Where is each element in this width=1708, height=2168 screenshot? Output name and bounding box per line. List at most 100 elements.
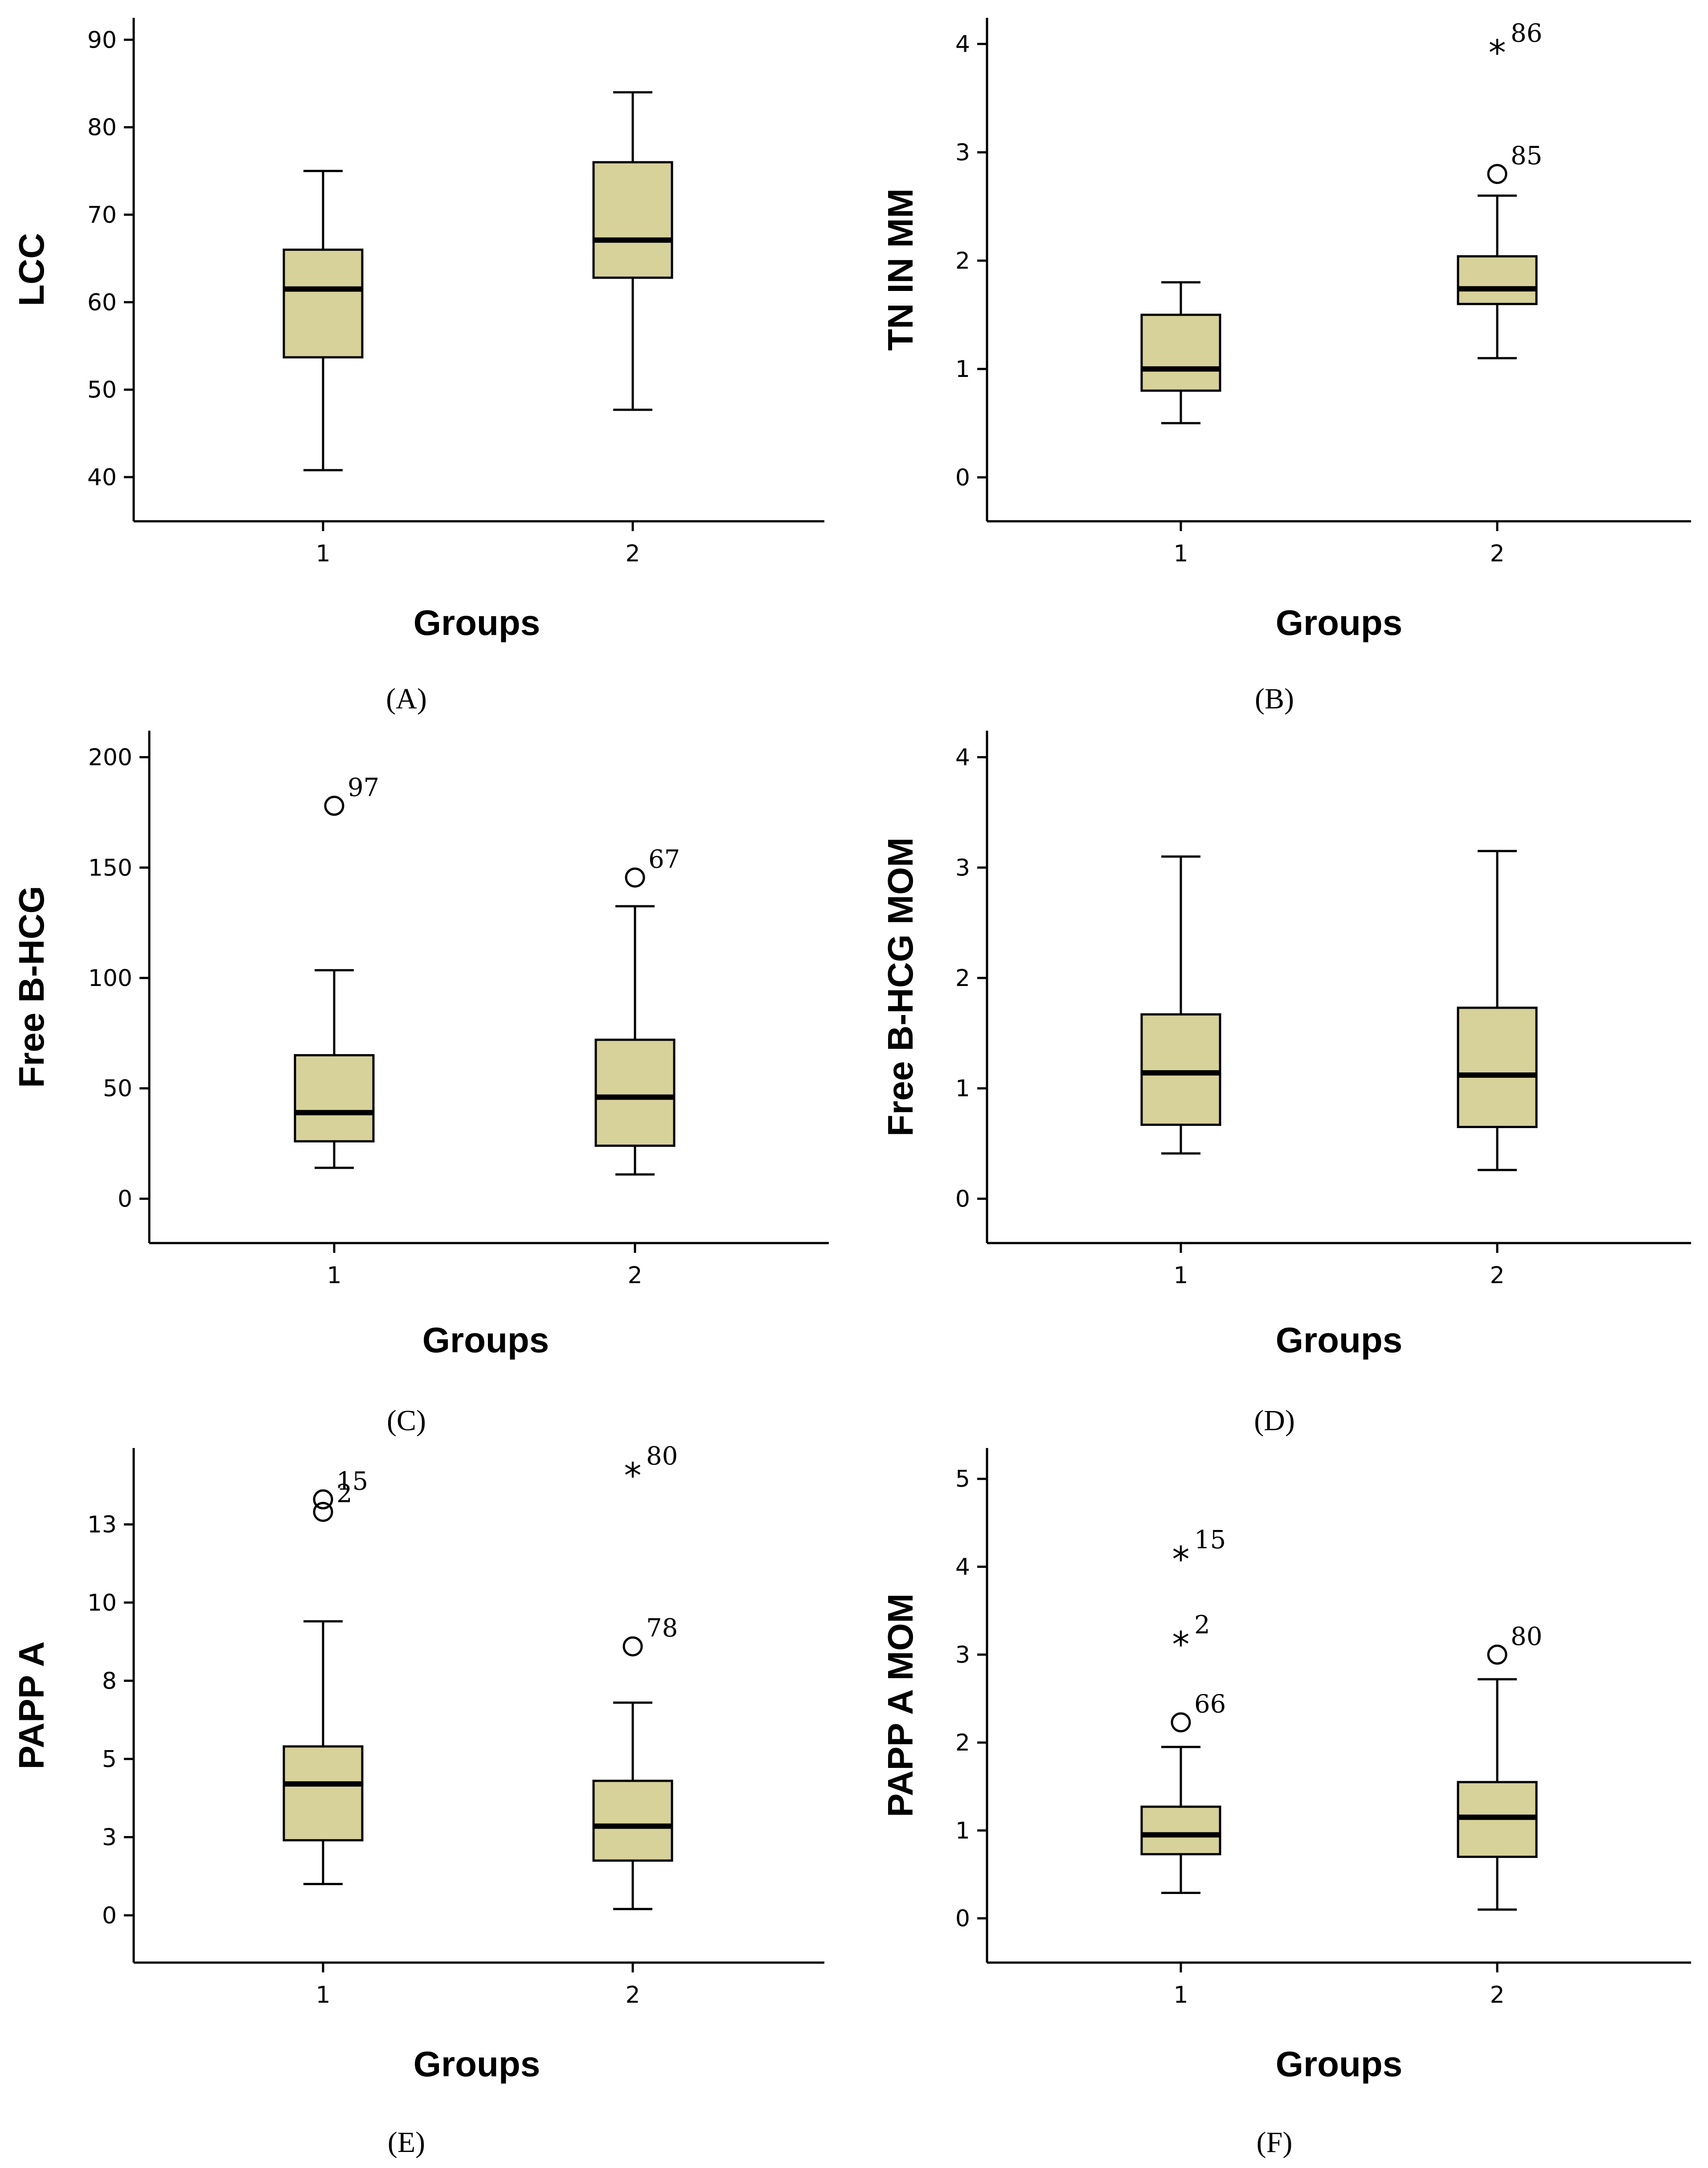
outlier-circle xyxy=(1171,1712,1191,1733)
box-group-2 xyxy=(1457,850,1538,1171)
y-tick-label: 1 xyxy=(955,356,970,383)
y-axis-label: LCC xyxy=(12,233,51,306)
panel-caption: (A) xyxy=(386,683,427,715)
y-tick-label: 10 xyxy=(87,1590,117,1616)
outlier-circle xyxy=(1487,1644,1507,1665)
y-tick-label: 40 xyxy=(87,464,117,491)
y-tick-label: 80 xyxy=(87,115,117,141)
iqr-box xyxy=(294,1054,375,1143)
iqr-box xyxy=(1140,1013,1221,1126)
x-tick-label: 1 xyxy=(1173,540,1188,567)
extreme-star: * xyxy=(1489,33,1506,74)
panel-b: 0 1 2 3 4 1 2 TN IN MM Groups (B) 85 * 86 xyxy=(881,18,1691,715)
y-tick-label: 50 xyxy=(87,377,117,404)
box-group-2 xyxy=(592,91,673,411)
outlier-label: 66 xyxy=(1194,1690,1226,1719)
x-tick-label: 1 xyxy=(315,540,330,567)
box-group-1: 66* 2* 15 xyxy=(1140,1526,1226,1894)
outlier-circle xyxy=(623,1636,643,1657)
y-axis-label: PAPP A xyxy=(12,1641,51,1770)
x-tick-label: 2 xyxy=(625,540,640,567)
iqr-box xyxy=(592,1779,673,1862)
y-axis-label: PAPP A MOM xyxy=(881,1593,920,1817)
y-tick-label: 150 xyxy=(88,855,132,881)
panel-caption: (B) xyxy=(1255,683,1294,715)
panel-c: 0 50 100 150 200 1 2 Free B-HCG Groups (C) 97 67 xyxy=(12,731,829,1437)
outlier-label: 15 xyxy=(336,1467,368,1496)
box-group-2: 67 xyxy=(594,845,680,1176)
x-axis-label: Groups xyxy=(1276,2044,1402,2084)
y-tick-label: 50 xyxy=(103,1076,132,1102)
y-tick-label: 2 xyxy=(955,248,970,274)
extreme-star: * xyxy=(624,1456,642,1496)
outlier-label: 78 xyxy=(646,1614,678,1643)
y-tick-label: 3 xyxy=(955,139,970,166)
y-tick-label: 4 xyxy=(955,31,970,58)
panel-a: 40 50 60 70 80 90 1 2 LCC Groups (A) xyxy=(12,18,824,715)
y-axis-label: Free B-HCG MOM xyxy=(881,837,920,1136)
iqr-box xyxy=(1140,314,1221,392)
outlier-label: 67 xyxy=(648,845,680,874)
y-tick-label: 0 xyxy=(955,464,970,491)
y-tick-label: 1 xyxy=(955,1817,970,1844)
y-tick-label: 60 xyxy=(87,289,117,316)
box-group-2: 78 * 80 xyxy=(592,1442,678,1910)
y-tick-label: 0 xyxy=(118,1186,132,1212)
x-tick-label: 2 xyxy=(625,1982,640,2008)
box-group-2: 85 * 86 xyxy=(1457,19,1542,360)
y-axis-label: Free B-HCG xyxy=(12,886,51,1088)
box-group-1: 97 xyxy=(294,773,379,1169)
y-tick-label: 0 xyxy=(955,1186,970,1212)
y-axis-label: TN IN MM xyxy=(881,188,920,351)
y-tick-label: 4 xyxy=(955,744,970,771)
x-tick-label: 1 xyxy=(1173,1262,1188,1289)
outlier-circle xyxy=(313,1501,333,1522)
y-tick-label: 3 xyxy=(102,1824,117,1851)
outlier-label: 15 xyxy=(1194,1526,1226,1554)
x-axis-label: Groups xyxy=(414,603,540,642)
y-tick-label: 3 xyxy=(955,855,970,881)
outlier-circle xyxy=(324,796,344,816)
x-tick-label: 2 xyxy=(1490,1982,1504,2008)
outlier-label: 86 xyxy=(1511,19,1542,48)
iqr-box xyxy=(1457,1006,1538,1128)
y-tick-label: 2 xyxy=(955,1730,970,1756)
box-group-1 xyxy=(1140,855,1221,1155)
extreme-star: * xyxy=(1172,1540,1190,1580)
y-tick-label: 90 xyxy=(87,27,117,53)
outlier-circle xyxy=(625,867,645,888)
x-tick-label: 1 xyxy=(1173,1982,1188,2008)
outlier-label: 2 xyxy=(336,1479,352,1508)
outlier-circle xyxy=(313,1489,333,1509)
x-tick-label: 2 xyxy=(1490,1262,1504,1289)
outlier-label: 85 xyxy=(1511,141,1542,170)
box-group-1 xyxy=(1140,281,1221,425)
x-axis-label: Groups xyxy=(1276,603,1402,642)
panel-caption: (F) xyxy=(1257,2126,1293,2159)
panel-d: 0 1 2 3 4 1 2 Free B-HCG MOM Groups (D) xyxy=(881,731,1691,1437)
x-axis-label: Groups xyxy=(1276,1320,1402,1360)
iqr-box xyxy=(1140,1805,1221,1856)
x-axis-label: Groups xyxy=(414,2044,540,2084)
y-tick-label: 4 xyxy=(955,1554,970,1580)
panel-caption: (D) xyxy=(1254,1404,1295,1437)
x-tick-label: 2 xyxy=(1490,540,1504,567)
panel-caption: (E) xyxy=(388,2126,425,2159)
box-group-1: 215 xyxy=(283,1467,368,1886)
iqr-box xyxy=(283,248,364,359)
iqr-box xyxy=(594,1039,676,1147)
y-tick-label: 2 xyxy=(955,965,970,992)
x-axis-label: Groups xyxy=(422,1320,549,1360)
y-tick-label: 5 xyxy=(955,1466,970,1493)
box-group-1 xyxy=(283,170,364,471)
x-tick-label: 1 xyxy=(327,1262,341,1289)
outlier-circle xyxy=(1487,164,1507,184)
y-tick-label: 1 xyxy=(955,1076,970,1102)
x-tick-label: 1 xyxy=(315,1982,330,2008)
x-tick-label: 2 xyxy=(627,1262,642,1289)
y-tick-label: 100 xyxy=(88,965,132,992)
panel-caption: (C) xyxy=(387,1404,426,1437)
